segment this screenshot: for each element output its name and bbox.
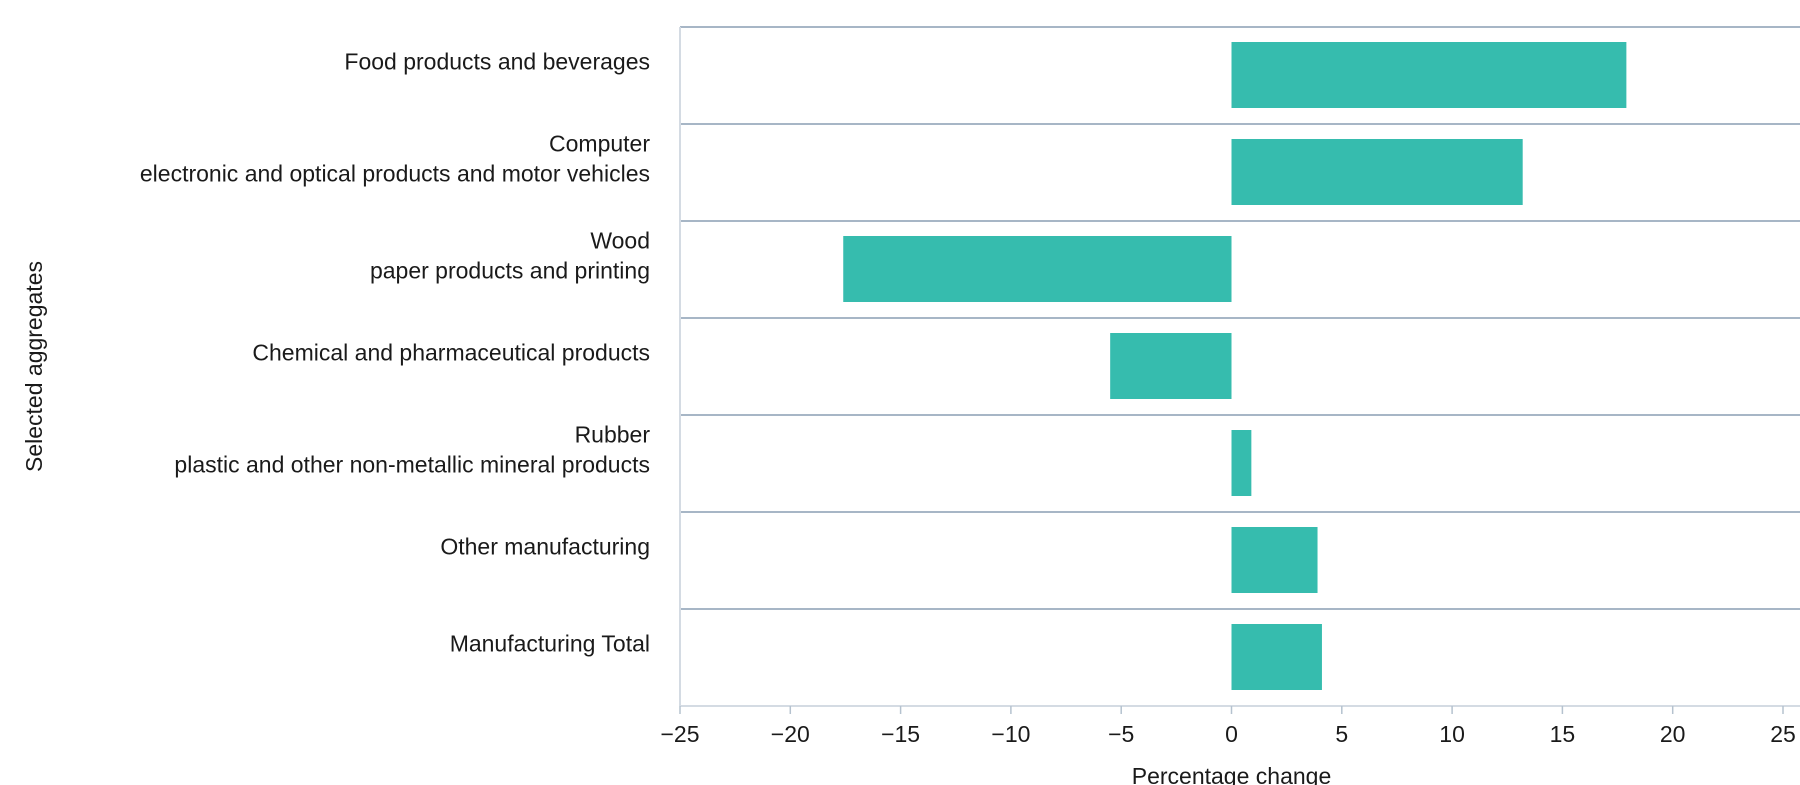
bar <box>1231 624 1322 690</box>
x-axis: −25 −20 −15 −10 −5 0 5 10 15 20 25 <box>660 27 1800 747</box>
category-labels: Food products and beverages Computer elect… <box>140 49 650 657</box>
bar <box>843 236 1232 302</box>
x-tick-label: −20 <box>771 721 810 747</box>
category-label: Other manufacturing <box>440 534 650 560</box>
bars-group <box>843 42 1627 690</box>
bar <box>1231 42 1627 108</box>
x-tick-label: 25 <box>1770 721 1796 747</box>
category-label: Food products and beverages <box>344 49 650 75</box>
bar <box>1231 527 1318 593</box>
x-tick-label: 0 <box>1225 721 1238 747</box>
x-tick-label: 15 <box>1550 721 1576 747</box>
x-tick-label: −25 <box>660 721 699 747</box>
category-label: plastic and other non-metallic mineral p… <box>174 452 650 478</box>
bar <box>1231 139 1523 205</box>
row-separators <box>680 26 1800 610</box>
bar <box>1110 333 1232 399</box>
x-tick-label: −10 <box>991 721 1030 747</box>
category-label: Computer <box>549 131 650 157</box>
category-label: paper products and printing <box>370 258 650 284</box>
category-label: Rubber <box>575 422 651 448</box>
x-axis-title: Percentage change <box>1132 763 1332 785</box>
category-label: Chemical and pharmaceutical products <box>252 340 650 366</box>
x-tick-label: −15 <box>881 721 920 747</box>
category-label: Wood <box>590 228 650 254</box>
x-tick-label: 10 <box>1439 721 1465 747</box>
bar <box>1231 430 1252 496</box>
category-label: Manufacturing Total <box>450 631 650 657</box>
category-label: electronic and optical products and moto… <box>140 161 650 187</box>
x-tick-label: 20 <box>1660 721 1686 747</box>
y-axis-title: Selected aggregates <box>21 261 47 472</box>
x-tick-label: −5 <box>1108 721 1134 747</box>
x-tick-label: 5 <box>1335 721 1348 747</box>
